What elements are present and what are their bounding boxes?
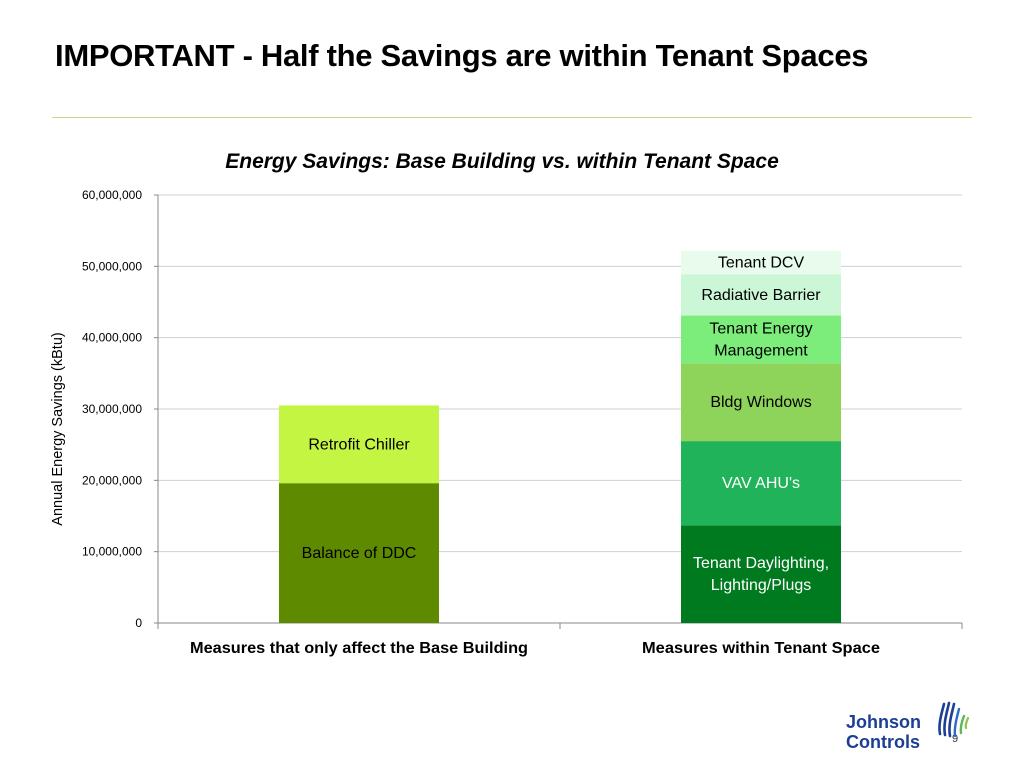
data-label-vav-ahu-s: VAV AHU's [722,475,800,492]
y-tick-label: 30,000,000 [82,402,142,416]
chart-container: Energy Savings: Base Building vs. within… [0,140,1024,670]
bar-segment-retrofit-chiller [279,405,439,484]
company-logo: Johnson Controls [846,700,976,756]
bar-segment-radiative-barrier [681,274,841,316]
slide-title: IMPORTANT - Half the Savings are within … [55,38,869,73]
bar-segment-bldg-windows [681,363,841,442]
y-tick-label: 40,000,000 [82,331,142,345]
data-label-bldg-windows: Bldg Windows [710,394,811,411]
logo-line-1: Johnson [846,712,921,732]
y-tick-label: 20,000,000 [82,473,142,487]
data-label-tenant-daylighting-lighting-plugs: Tenant Daylighting, [693,555,829,572]
y-axis-label: Annual Energy Savings (kBtu) [50,332,66,525]
logo-line-2: Controls [846,732,920,752]
chart-title: Energy Savings: Base Building vs. within… [225,150,779,173]
x-category-label: Measures within Tenant Space [642,640,880,657]
data-label-tenant-dcv: Tenant DCV [718,254,805,271]
x-category-label: Measures that only affect the Base Build… [190,640,528,657]
data-label-tenant-daylighting-lighting-plugs: Lighting/Plugs [711,577,812,594]
bar-segment-balance-of-ddc [279,483,439,623]
bar-segment-tenant-dcv [681,250,841,275]
title-divider [52,117,972,118]
data-label-balance-of-ddc: Balance of DDC [302,545,417,562]
data-label-radiative-barrier: Radiative Barrier [701,287,821,304]
logo-wordmark: Johnson Controls [846,712,921,752]
data-label-tenant-energy-management: Management [714,342,808,359]
bar-segment-tenant-daylighting-lighting-plugs [681,525,841,623]
y-tick-label: 60,000,000 [82,188,142,202]
y-tick-label: 0 [135,616,142,630]
logo-wave-icon [938,701,970,738]
y-tick-label: 10,000,000 [82,545,142,559]
page-number: 9 [952,733,959,745]
data-label-tenant-energy-management: Tenant Energy [709,320,812,337]
bar-segment-vav-ahu-s [681,441,841,526]
stacked-bar-chart: Energy Savings: Base Building vs. within… [50,150,963,657]
y-tick-label: 50,000,000 [82,259,142,273]
data-label-retrofit-chiller: Retrofit Chiller [308,436,410,453]
bar-segment-tenant-energy-management [681,315,841,364]
